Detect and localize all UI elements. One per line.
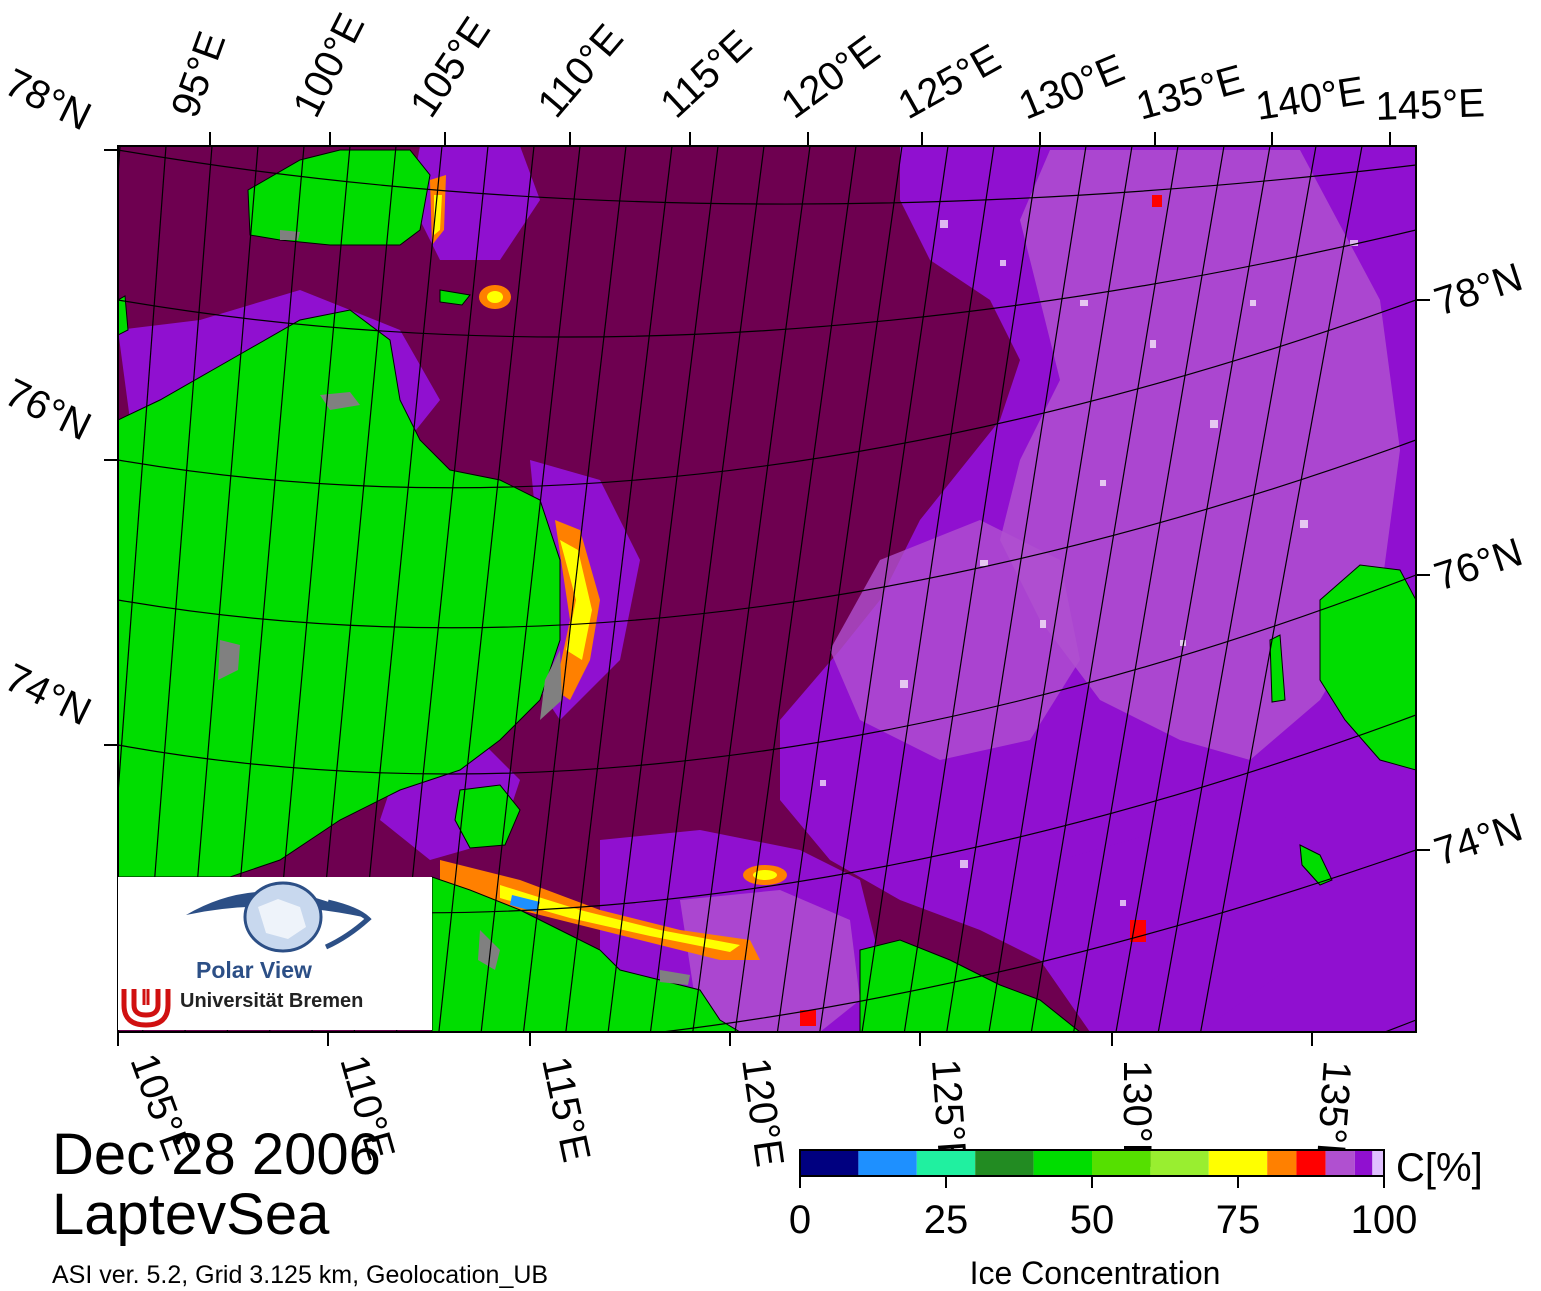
colorbar-cell — [800, 1150, 859, 1176]
region-title: LaptevSea — [52, 1182, 330, 1247]
small-island-east — [1269, 634, 1286, 703]
parallel-line — [657, 849, 1416, 1032]
colorbar-cell — [1354, 1150, 1373, 1176]
date-title: Dec 28 2006 — [52, 1122, 381, 1187]
meridian-line — [861, 146, 995, 1032]
meridian-line — [118, 146, 167, 802]
parallel-line — [118, 149, 1416, 205]
bolshevik-lower-island — [118, 295, 129, 336]
eye-globe-icon — [121, 881, 372, 1028]
logo-name: Polar View — [196, 957, 312, 983]
colorbar-tick-label: 0 — [788, 1198, 812, 1242]
colorbar-cell — [916, 1150, 976, 1176]
meridian-line — [607, 146, 719, 1032]
map-frame — [117, 145, 1417, 1033]
small-island-southeast — [1299, 844, 1333, 886]
colorbar-title: Ice Concentration — [969, 1255, 1221, 1291]
colorbar-cell — [1296, 1150, 1326, 1176]
colorbar-cell — [1033, 1150, 1092, 1176]
kotelny-island — [1319, 564, 1416, 771]
colorbar-cell — [1325, 1150, 1355, 1176]
colorbar-tick-label: 100 — [1350, 1198, 1418, 1242]
parallel-line — [118, 439, 1416, 629]
meridian-line — [522, 146, 627, 1032]
colorbar-cell — [1372, 1150, 1384, 1176]
colorbar-cell — [858, 1150, 917, 1176]
map-area — [118, 146, 1416, 1032]
meridian-line — [776, 146, 903, 1032]
meridian-line — [1157, 146, 1317, 1032]
meridian-line — [649, 146, 765, 1032]
meridian-line — [903, 146, 1041, 1032]
small-island-north — [439, 289, 471, 306]
top-lon-label: 145°E — [1375, 81, 1486, 129]
meridian-line — [565, 146, 673, 1032]
meridian-line — [1200, 146, 1363, 1032]
colorbar-cell — [1267, 1150, 1297, 1176]
colorbar-cells — [800, 1150, 1384, 1176]
colorbar-cell — [975, 1150, 1034, 1176]
colorbar-tick-label: 25 — [923, 1198, 969, 1242]
colorbar-tick-label: 75 — [1215, 1198, 1261, 1242]
bremen-u-icon — [121, 989, 171, 1028]
colorbar-cell — [1092, 1150, 1151, 1176]
colorbar-unit: C[%] — [1396, 1146, 1483, 1190]
meridian-line — [946, 146, 1087, 1032]
parallel-line — [118, 574, 1416, 775]
severnaya-zemlya-island — [247, 149, 431, 246]
taymyr-peninsula — [118, 309, 561, 878]
meridian-line — [438, 146, 535, 1032]
axis-ticks — [104, 132, 1430, 1046]
colorbar-cell — [1208, 1150, 1268, 1176]
meridian-line — [480, 146, 581, 1032]
coastal-ice-band — [430, 175, 1162, 1026]
meridian-line — [1030, 146, 1179, 1032]
meridian-line — [734, 146, 857, 1032]
meridian-line — [1073, 146, 1225, 1032]
logo-institution: Universität Bremen — [180, 990, 364, 1012]
polar-view-logo: Polar View Universität Bremen — [118, 877, 432, 1030]
coastal-mask — [218, 230, 690, 985]
meridian-line — [692, 146, 811, 1032]
mainland-coast-south — [431, 876, 741, 1032]
colorbar-tick-label: 50 — [1069, 1198, 1115, 1242]
version-note: ASI ver. 5.2, Grid 3.125 km, Geolocation… — [52, 1261, 549, 1289]
colorbar-tickmarks — [799, 1176, 1385, 1188]
meridian-line — [988, 146, 1133, 1032]
meridian-line — [819, 146, 949, 1032]
parallel-line — [118, 299, 1416, 489]
meridian-line — [1115, 146, 1271, 1032]
parallel-line — [118, 229, 1416, 338]
colorbar-cell — [1150, 1150, 1209, 1176]
